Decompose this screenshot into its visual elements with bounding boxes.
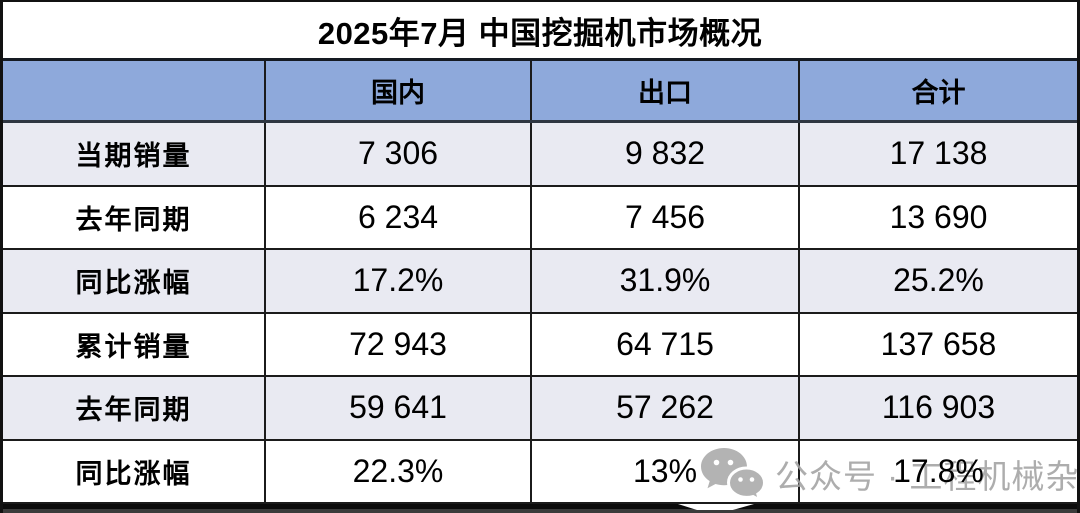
table-cell: 13 690 [798, 186, 1077, 248]
header-cell-empty [3, 61, 264, 120]
page-title: 2025年7月 中国挖掘机市场概况 [317, 15, 763, 51]
cell-value: 72 943 [349, 325, 447, 362]
row-label-cell: 累计销量 [3, 314, 264, 376]
table-cell: 59 641 [264, 377, 530, 439]
table-cell: 72 943 [264, 313, 530, 375]
table-cell: 9 832 [530, 123, 798, 185]
cell-value: 6 234 [357, 198, 439, 235]
row-label-cell: 去年同期 [3, 187, 264, 249]
cell-value: 22.3% [352, 452, 444, 489]
table-cell: 17.2% [264, 250, 530, 312]
row-label: 去年同期 [75, 395, 192, 426]
table-row: 去年同期 6 234 7 456 13 690 [3, 186, 1077, 250]
table-cell: 6 234 [264, 186, 530, 248]
bottom-border-bar [3, 504, 1077, 513]
table-cell: 7 456 [530, 186, 798, 248]
cell-value: 17.2% [352, 262, 444, 299]
cell-value: 13 690 [889, 198, 988, 235]
cell-value: 57 262 [616, 389, 714, 426]
cell-value: 116 903 [881, 389, 996, 426]
table-cell: 64 715 [530, 313, 798, 375]
cell-value: 9 832 [624, 135, 706, 172]
header-label-export: 出口 [638, 78, 692, 108]
cell-value: 17.8% [893, 452, 984, 489]
cell-value: 25.2% [893, 262, 984, 299]
row-label-cell: 同比涨幅 [3, 250, 264, 312]
table-header-row: 国内 出口 合计 [3, 61, 1077, 123]
header-cell-total: 合计 [798, 61, 1077, 120]
cell-value: 31.9% [619, 262, 711, 299]
table-row: 去年同期 59 641 57 262 116 903 [3, 377, 1077, 441]
table-cell: 137 658 [798, 313, 1077, 375]
header-label-total: 合计 [911, 78, 966, 108]
cell-value: 7 306 [357, 135, 439, 172]
cell-value: 59 641 [349, 389, 447, 426]
header-label-domestic: 国内 [371, 78, 425, 108]
table-cell: 17.8% [798, 440, 1077, 502]
table-cell: 57 262 [530, 377, 798, 439]
row-label-cell: 同比涨幅 [3, 441, 264, 503]
table-cell: 25.2% [798, 250, 1077, 312]
table-cell: 13% [530, 440, 798, 502]
card-title-row: 2025年7月 中国挖掘机市场概况 [3, 2, 1077, 61]
table-cell: 31.9% [530, 250, 798, 312]
table-cell: 17 138 [798, 123, 1077, 185]
table-row: 累计销量 72 943 64 715 137 658 [3, 313, 1077, 377]
cell-value: 17 138 [889, 135, 988, 172]
table-row: 同比涨幅 17.2% 31.9% 25.2% [3, 250, 1077, 314]
cell-value: 64 715 [616, 325, 714, 362]
table-cell: 22.3% [264, 440, 530, 502]
table-cell: 116 903 [798, 377, 1077, 439]
row-label-cell: 去年同期 [3, 377, 264, 439]
table-row: 同比涨幅 22.3% 13% 17.8% [3, 440, 1077, 504]
header-cell-export: 出口 [530, 61, 798, 120]
cell-value: 7 456 [624, 198, 706, 235]
row-label-cell: 当期销量 [3, 123, 264, 185]
header-cell-domestic: 国内 [264, 61, 530, 120]
row-label: 累计销量 [75, 331, 192, 362]
row-label: 去年同期 [75, 204, 192, 235]
row-label: 当期销量 [75, 141, 192, 172]
table-cell: 7 306 [264, 123, 530, 185]
table-row: 当期销量 7 306 9 832 17 138 [3, 123, 1077, 187]
cell-value: 13% [632, 452, 698, 489]
row-label: 同比涨幅 [75, 268, 192, 299]
row-label: 同比涨幅 [75, 458, 192, 489]
cell-value: 137 658 [880, 325, 997, 362]
bottom-notch [678, 504, 754, 510]
